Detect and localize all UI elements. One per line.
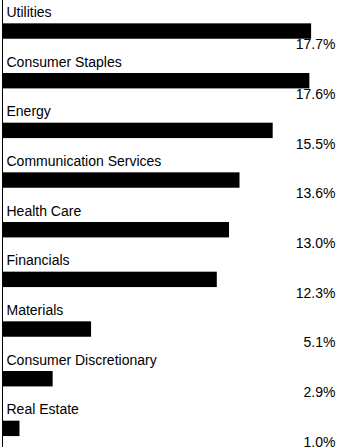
- svg-text:17.7%: 17.7%: [296, 36, 336, 52]
- svg-text:Health Care: Health Care: [7, 203, 82, 219]
- svg-text:13.6%: 13.6%: [296, 185, 336, 201]
- svg-text:Consumer Discretionary: Consumer Discretionary: [7, 352, 157, 368]
- svg-text:2.9%: 2.9%: [304, 384, 336, 400]
- svg-text:Energy: Energy: [7, 103, 51, 119]
- svg-text:Financials: Financials: [7, 252, 70, 268]
- svg-text:Materials: Materials: [7, 302, 64, 318]
- svg-text:5.1%: 5.1%: [304, 334, 336, 350]
- svg-text:15.5%: 15.5%: [296, 136, 336, 152]
- svg-text:Communication Services: Communication Services: [7, 153, 162, 169]
- svg-text:Real Estate: Real Estate: [7, 401, 80, 417]
- svg-text:Consumer Staples: Consumer Staples: [7, 54, 122, 70]
- svg-text:Utilities: Utilities: [7, 4, 52, 20]
- svg-text:13.0%: 13.0%: [296, 235, 336, 251]
- svg-text:1.0%: 1.0%: [304, 434, 336, 447]
- svg-text:12.3%: 12.3%: [296, 285, 336, 301]
- svg-text:17.6%: 17.6%: [296, 86, 336, 102]
